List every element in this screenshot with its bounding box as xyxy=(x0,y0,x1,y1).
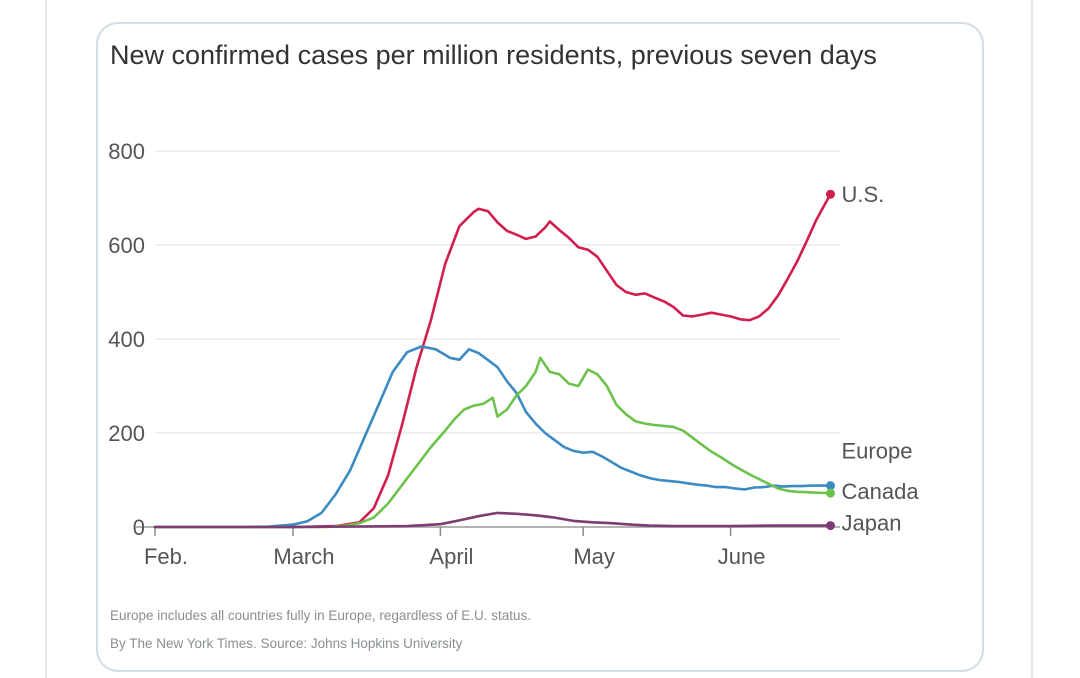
source-credit: By The New York Times. Source: Johns Hop… xyxy=(110,636,463,651)
series-label-europe: Europe xyxy=(841,439,912,464)
y-tick-label-800: 800 xyxy=(108,139,145,164)
series-line-u-s xyxy=(153,192,832,529)
y-tick-label-600: 600 xyxy=(108,233,145,258)
x-tick-label-feb: Feb. xyxy=(144,544,188,569)
series-end-dot-canada xyxy=(825,488,835,498)
series-end-dot-japan xyxy=(825,521,835,531)
y-tick-label-200: 200 xyxy=(108,421,145,446)
series-label-canada: Canada xyxy=(841,479,919,504)
x-tick-label-may: May xyxy=(573,544,615,569)
footnote: Europe includes all countries fully in E… xyxy=(110,608,531,623)
x-tick-label-march: March xyxy=(273,544,334,569)
x-tick-label-june: June xyxy=(718,544,766,569)
x-tick-label-april: April xyxy=(429,544,473,569)
series-line-europe xyxy=(153,345,832,529)
series-end-dot-u-s xyxy=(825,189,835,199)
series-line-canada xyxy=(153,356,832,529)
chart-title: New confirmed cases per million resident… xyxy=(110,40,877,70)
y-tick-label-0: 0 xyxy=(133,515,145,540)
series-label-u-s: U.S. xyxy=(841,182,884,207)
frame-left-border xyxy=(45,0,47,678)
y-tick-label-400: 400 xyxy=(108,327,145,352)
series-line-japan xyxy=(153,511,832,529)
series-end-dot-europe xyxy=(825,481,835,491)
series-label-japan: Japan xyxy=(841,511,901,536)
chart-card xyxy=(96,22,984,672)
frame-right-border xyxy=(1031,0,1033,678)
